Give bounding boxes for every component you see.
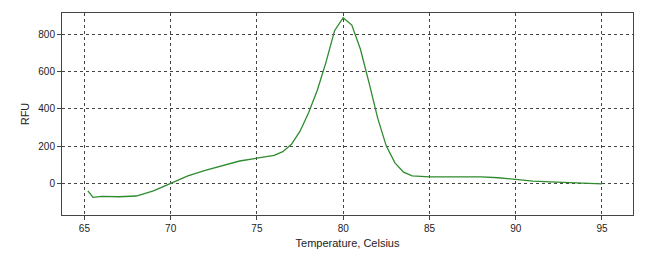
svg-text:Temperature, Celsius: Temperature, Celsius <box>296 237 400 249</box>
svg-text:600: 600 <box>38 66 55 77</box>
svg-text:200: 200 <box>38 141 55 152</box>
svg-text:RFU: RFU <box>19 103 31 126</box>
svg-text:80: 80 <box>338 223 350 234</box>
svg-text:400: 400 <box>38 103 55 114</box>
svg-text:800: 800 <box>38 29 55 40</box>
svg-text:95: 95 <box>596 223 608 234</box>
svg-text:85: 85 <box>424 223 436 234</box>
svg-text:90: 90 <box>510 223 522 234</box>
svg-text:70: 70 <box>165 223 177 234</box>
svg-text:75: 75 <box>251 223 263 234</box>
svg-text:0: 0 <box>49 178 55 189</box>
svg-text:65: 65 <box>79 223 91 234</box>
